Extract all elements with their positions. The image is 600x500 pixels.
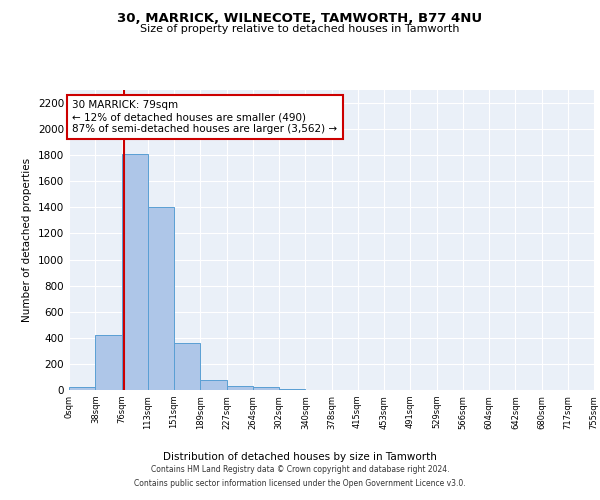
Bar bbox=[253, 386, 279, 390]
Text: 30, MARRICK, WILNECOTE, TAMWORTH, B77 4NU: 30, MARRICK, WILNECOTE, TAMWORTH, B77 4N… bbox=[118, 12, 482, 26]
Bar bbox=[174, 343, 200, 390]
Bar bbox=[227, 386, 253, 390]
Bar bbox=[69, 388, 95, 390]
Y-axis label: Number of detached properties: Number of detached properties bbox=[22, 158, 32, 322]
Bar bbox=[95, 335, 122, 390]
Bar bbox=[200, 380, 227, 390]
Text: Contains HM Land Registry data © Crown copyright and database right 2024.
Contai: Contains HM Land Registry data © Crown c… bbox=[134, 466, 466, 487]
Bar bbox=[122, 154, 148, 390]
Text: 30 MARRICK: 79sqm
← 12% of detached houses are smaller (490)
87% of semi-detache: 30 MARRICK: 79sqm ← 12% of detached hous… bbox=[73, 100, 338, 134]
Bar bbox=[148, 208, 174, 390]
Text: Distribution of detached houses by size in Tamworth: Distribution of detached houses by size … bbox=[163, 452, 437, 462]
Text: Size of property relative to detached houses in Tamworth: Size of property relative to detached ho… bbox=[140, 24, 460, 34]
